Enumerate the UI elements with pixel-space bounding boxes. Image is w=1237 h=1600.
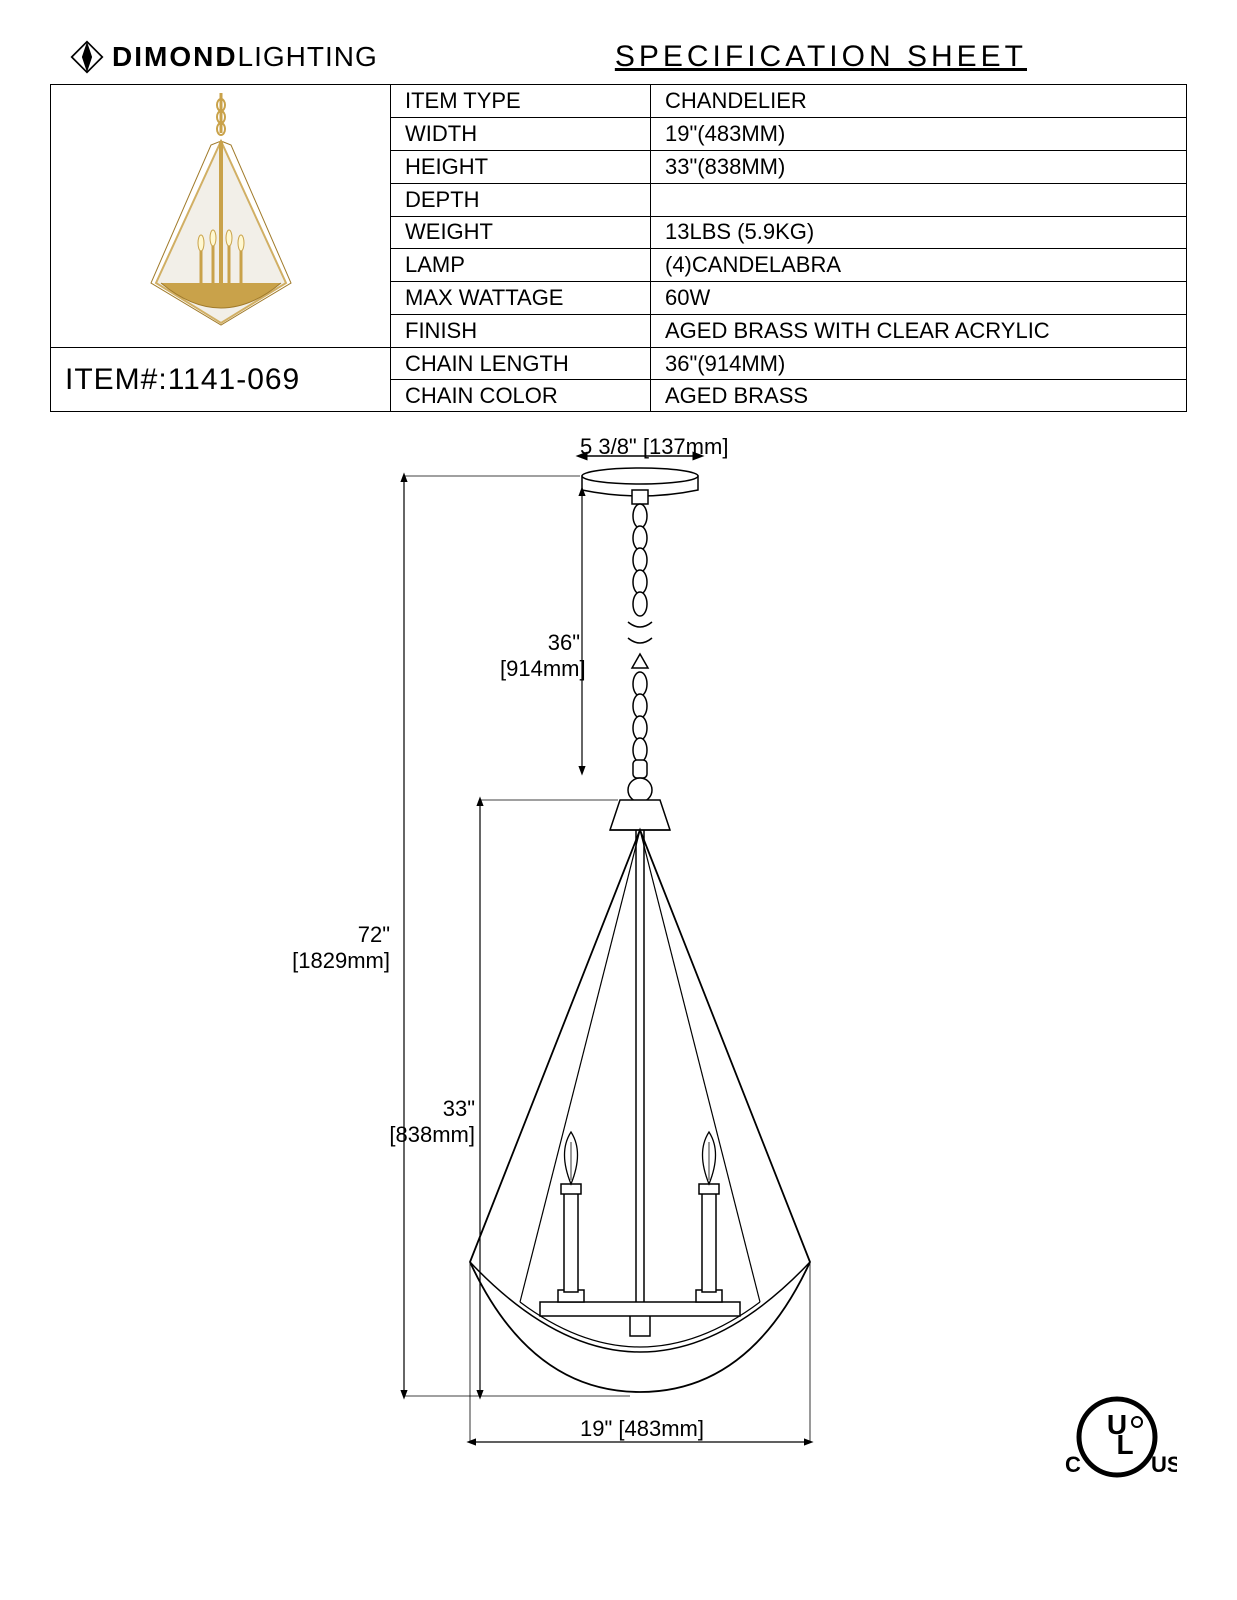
- product-image-cell: [51, 85, 391, 348]
- spec-value: [651, 183, 1187, 216]
- brand-name-light: LIGHTING: [238, 41, 378, 72]
- spec-label: CHAIN LENGTH: [391, 348, 651, 380]
- spec-label: DEPTH: [391, 183, 651, 216]
- spec-label: WIDTH: [391, 117, 651, 150]
- product-thumb: [131, 93, 311, 333]
- spec-value: CHANDELIER: [651, 85, 1187, 118]
- spec-label: FINISH: [391, 315, 651, 348]
- brand-name-bold: DIMOND: [112, 41, 238, 72]
- spec-table: ITEM TYPE CHANDELIER WIDTH19"(483MM) HEI…: [50, 84, 1187, 412]
- diagram: 5 3/8" [137mm] 36" [914mm] 72" [1829mm] …: [50, 432, 1187, 1492]
- spec-value: 19"(483MM): [651, 117, 1187, 150]
- cert-left: C: [1065, 1452, 1081, 1477]
- spec-label: ITEM TYPE: [391, 85, 651, 118]
- spec-value: 33"(838MM): [651, 150, 1187, 183]
- spec-value: 36"(914MM): [651, 348, 1187, 380]
- item-number-label: ITEM#:: [65, 363, 168, 396]
- spec-value: AGED BRASS: [651, 380, 1187, 412]
- spec-label: LAMP: [391, 249, 651, 282]
- cert-right: US: [1151, 1452, 1177, 1477]
- brand: DIMONDLIGHTING: [70, 40, 378, 74]
- item-number-cell: ITEM#:1141-069: [51, 348, 391, 412]
- brand-name: DIMONDLIGHTING: [112, 41, 378, 73]
- spec-value: 13LBS (5.9KG): [651, 216, 1187, 249]
- svg-text:L: L: [1116, 1429, 1133, 1460]
- spec-value: AGED BRASS WITH CLEAR ACRYLIC: [651, 315, 1187, 348]
- ul-cert-icon: U L C US: [1057, 1392, 1177, 1482]
- spec-label: HEIGHT: [391, 150, 651, 183]
- item-number: 1141-069: [168, 363, 301, 396]
- spec-value: 60W: [651, 282, 1187, 315]
- spec-label: MAX WATTAGE: [391, 282, 651, 315]
- sheet-title: SPECIFICATION SHEET: [615, 40, 1027, 74]
- spec-value: (4)CANDELABRA: [651, 249, 1187, 282]
- header: DIMONDLIGHTING SPECIFICATION SHEET: [50, 40, 1187, 74]
- spec-label: CHAIN COLOR: [391, 380, 651, 412]
- brand-icon: [70, 40, 104, 74]
- spec-label: WEIGHT: [391, 216, 651, 249]
- diagram-svg: [330, 432, 950, 1472]
